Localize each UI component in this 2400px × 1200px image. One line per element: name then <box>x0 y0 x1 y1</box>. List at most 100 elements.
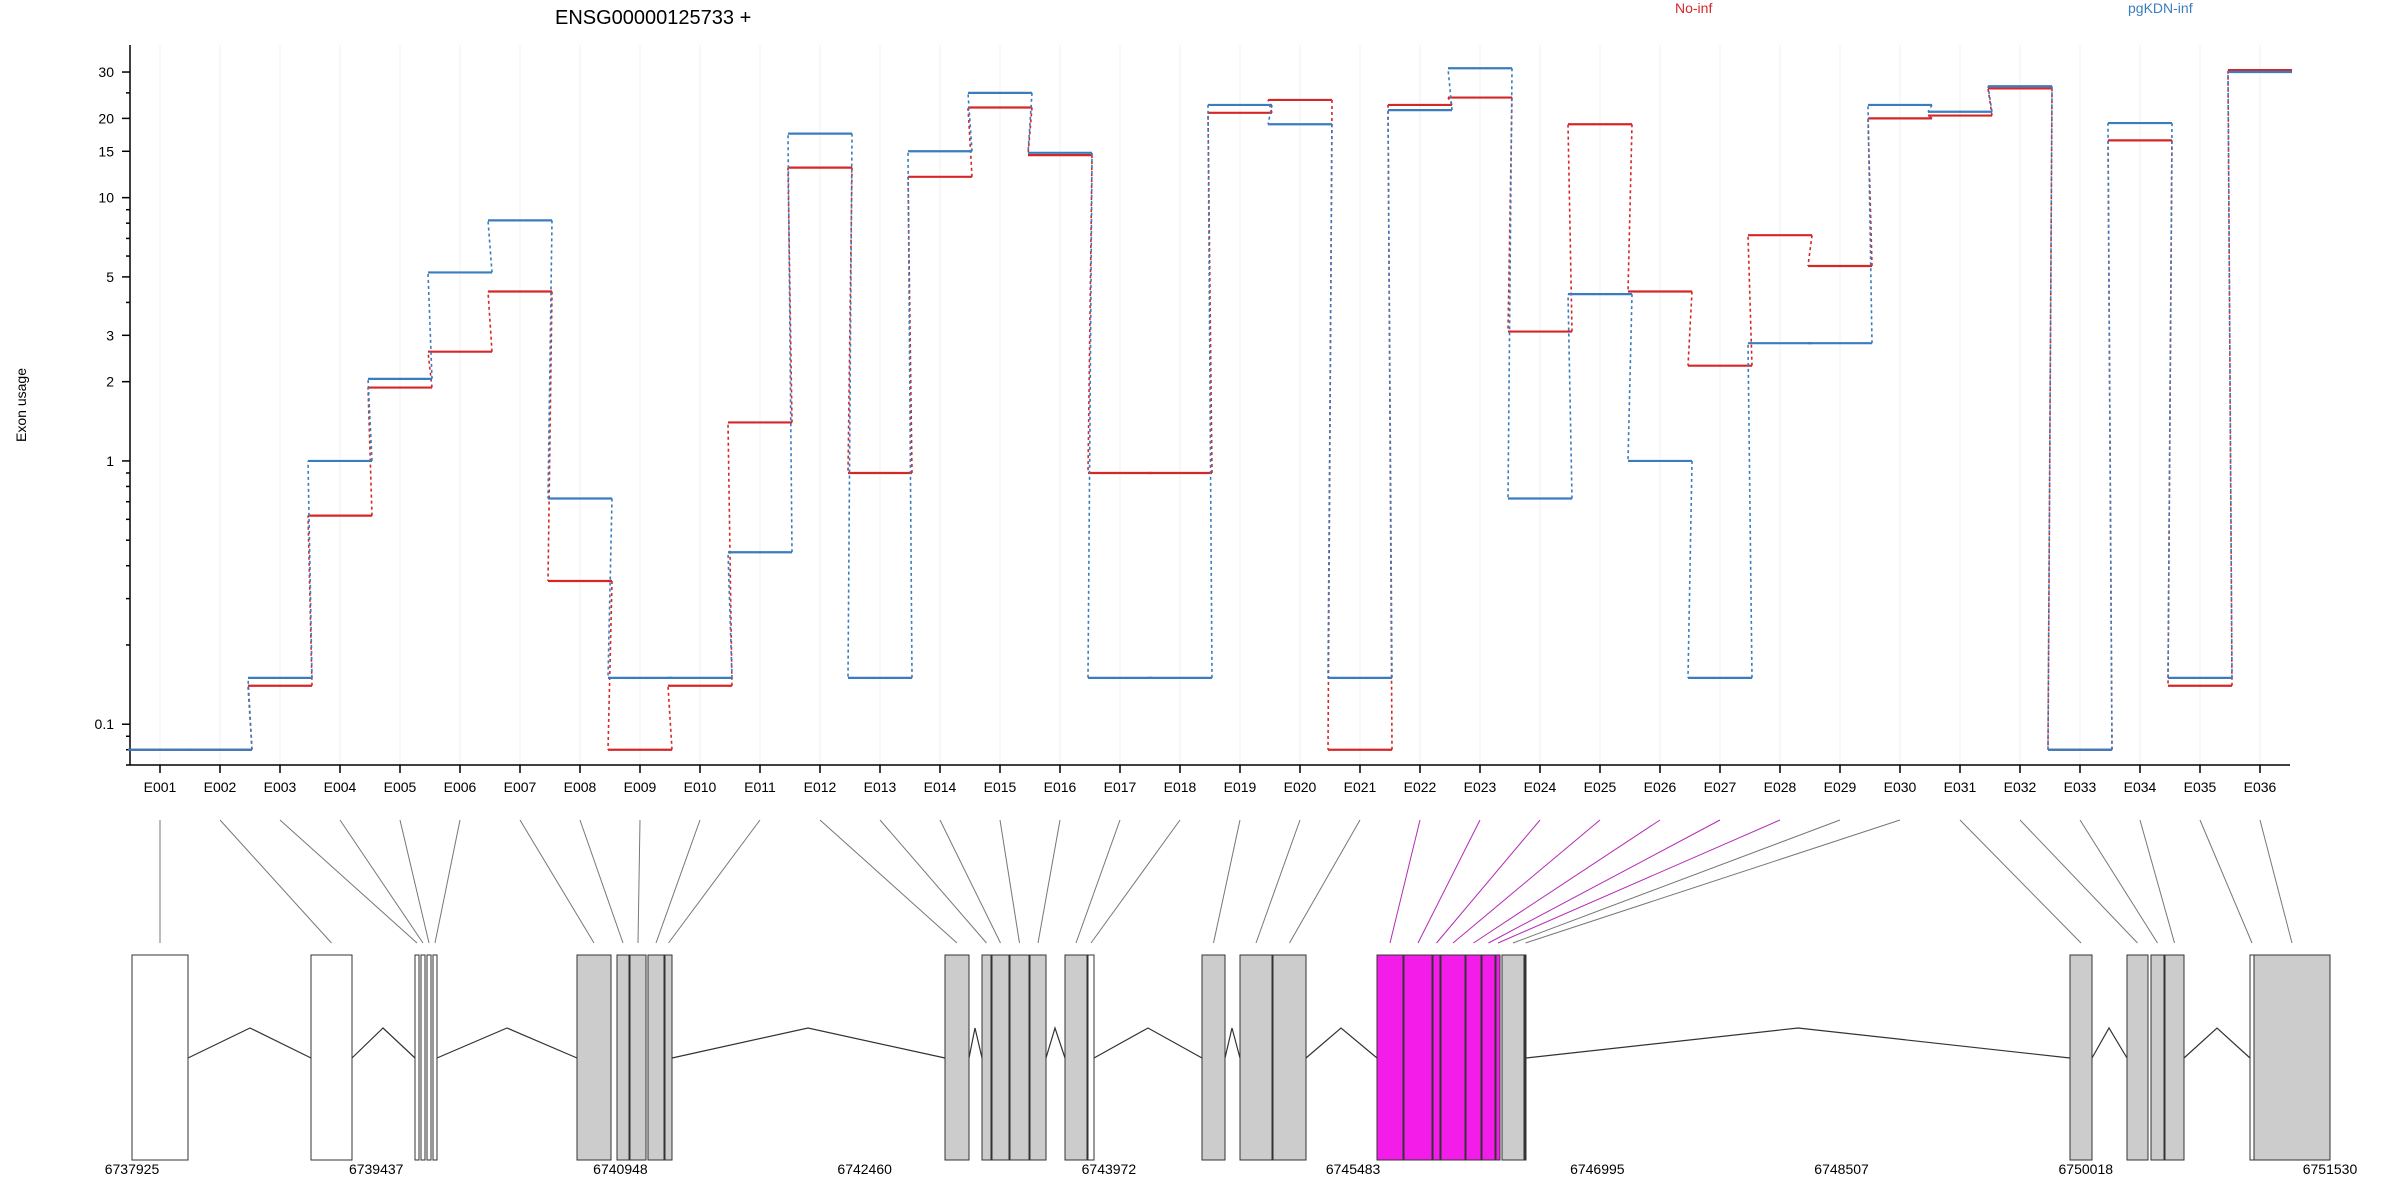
intron-11 <box>1525 1027 2071 1059</box>
intron-4 <box>671 1027 946 1059</box>
guide-e028 <box>1497 819 1781 944</box>
gene-exon-e024 <box>1432 954 1441 1161</box>
coordinate-tick-6750018: 6750018 <box>2059 1161 2114 1177</box>
x-tick-label-e011: E011 <box>744 779 776 795</box>
x-tick-label-e024: E024 <box>1524 779 1557 795</box>
x-tick-label-e032: E032 <box>2004 779 2037 795</box>
connector-pgkdn-inf-25 <box>1627 294 1633 461</box>
connector-pgkdn-inf-2 <box>247 677 253 750</box>
guide-e008 <box>579 819 624 944</box>
gene-exon-e005 <box>426 954 432 1161</box>
gene-exon-e031 <box>2069 954 2093 1161</box>
coordinate-tick-6748507: 6748507 <box>1814 1161 1869 1177</box>
connector-pgkdn-inf-34 <box>2167 123 2173 678</box>
gene-exon-e023 <box>1403 954 1433 1161</box>
guide-e006 <box>434 819 461 944</box>
intron-9 <box>1305 1027 1378 1059</box>
x-tick-label-e001: E001 <box>144 779 177 795</box>
gene-exon-e017 <box>1064 954 1088 1161</box>
connector-no-inf-14 <box>967 107 973 177</box>
x-tick-label-e020: E020 <box>1284 779 1317 795</box>
gene-exon-e036 <box>2253 954 2331 1161</box>
gene-exon-e020 <box>1239 954 1273 1161</box>
x-tick-label-e006: E006 <box>444 779 477 795</box>
guide-e014 <box>939 819 1001 944</box>
gene-exon-e019 <box>1201 954 1226 1161</box>
guide-layer <box>159 819 2293 944</box>
y-tick-label-0.1: 0.1 <box>95 716 115 732</box>
connector-pgkdn-inf-26 <box>1687 460 1693 678</box>
coordinate-tick-6746995: 6746995 <box>1570 1161 1625 1177</box>
guide-e007 <box>519 819 595 944</box>
intron-5 <box>968 1027 983 1059</box>
x-tick-label-e004: E004 <box>324 779 357 795</box>
guide-e004 <box>339 819 424 944</box>
intron-3 <box>436 1027 578 1059</box>
gene-exon-e001 <box>131 954 189 1161</box>
connector-pgkdn-inf-7 <box>547 220 553 499</box>
x-tick-label-e007: E007 <box>504 779 537 795</box>
chart-title: ENSG00000125733 + <box>555 7 751 29</box>
intron-12 <box>2091 1026 2128 1059</box>
connector-no-inf-3 <box>307 515 313 686</box>
connector-pgkdn-inf-4 <box>367 378 373 461</box>
connector-no-inf-35 <box>2227 70 2233 686</box>
guide-e035 <box>2199 819 2253 944</box>
connector-no-inf-28 <box>1807 235 1813 267</box>
gene-exon-e009 <box>629 954 647 1161</box>
guide-e023 <box>1417 819 1481 944</box>
guide-e019 <box>1213 819 1241 944</box>
gene-exon-e011 <box>664 954 673 1161</box>
coordinate-tick-6743972: 6743972 <box>1082 1161 1137 1177</box>
x-tick-label-e016: E016 <box>1044 779 1077 795</box>
x-tick-label-e028: E028 <box>1764 779 1797 795</box>
grid-layer <box>159 45 2261 765</box>
y-tick-label-2: 2 <box>106 374 114 390</box>
guide-e034 <box>2139 819 2175 944</box>
guide-e018 <box>1090 819 1181 944</box>
guide-e020 <box>1255 819 1301 944</box>
y-axis-label: Exon usage <box>13 368 29 442</box>
connector-no-inf-7 <box>547 291 553 581</box>
guide-e003 <box>279 819 418 944</box>
gene-exon-e004 <box>420 954 426 1161</box>
connector-no-inf-25 <box>1627 124 1633 292</box>
guide-e030 <box>1525 819 1901 944</box>
x-tick-label-e005: E005 <box>384 779 417 795</box>
gene-exon-e013 <box>981 954 992 1161</box>
connector-no-inf-10 <box>727 422 733 686</box>
connector-pgkdn-inf-13 <box>907 151 913 678</box>
gene-exon-e027 <box>1481 954 1496 1161</box>
connector-pgkdn-inf-22 <box>1447 68 1453 111</box>
guide-e017 <box>1075 819 1121 944</box>
x-tick-label-e008: E008 <box>564 779 597 795</box>
connector-no-inf-26 <box>1687 291 1693 366</box>
guide-e036 <box>2259 819 2293 944</box>
guide-e024 <box>1436 819 1541 944</box>
coordinate-tick-6742460: 6742460 <box>837 1161 892 1177</box>
connector-pgkdn-inf-30 <box>1927 104 1933 113</box>
guide-e012 <box>819 819 958 944</box>
gene-exon-e012 <box>944 954 970 1161</box>
gene-exon-e021 <box>1272 954 1307 1161</box>
x-tick-label-e018: E018 <box>1164 779 1197 795</box>
connector-pgkdn-inf-12 <box>847 133 853 678</box>
x-tick-label-e034: E034 <box>2124 779 2157 795</box>
connector-pgkdn-inf-29 <box>1867 104 1873 344</box>
y-tick-label-20: 20 <box>98 110 114 126</box>
x-tick-label-e003: E003 <box>264 779 297 795</box>
series-no-inf <box>128 69 2292 751</box>
legend-no-inf: No-inf <box>1675 0 1712 16</box>
connector-pgkdn-inf-27 <box>1747 343 1753 678</box>
gene-exon-e015 <box>1009 954 1030 1161</box>
gene-exon-e034 <box>2164 954 2185 1161</box>
connector-no-inf-24 <box>1567 124 1573 332</box>
coordinate-tick-6745483: 6745483 <box>1326 1161 1381 1177</box>
intron-13 <box>2183 1027 2251 1059</box>
x-tick-label-e026: E026 <box>1644 779 1677 795</box>
guide-e016 <box>1037 819 1061 944</box>
intron-6 <box>1045 1026 1066 1059</box>
series-pgkdn-inf <box>128 67 2292 751</box>
coordinate-tick-6740948: 6740948 <box>593 1161 648 1177</box>
connector-pgkdn-inf-11 <box>787 133 793 553</box>
